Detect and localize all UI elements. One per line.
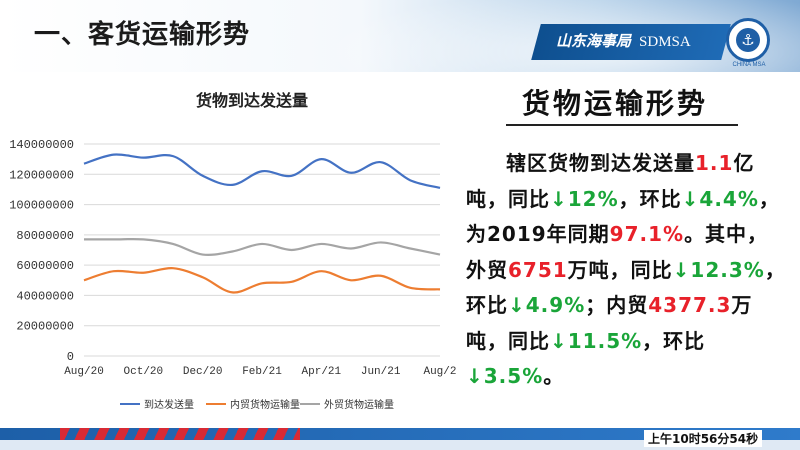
y-tick-label: 20000000	[16, 320, 74, 334]
series-line-1	[83, 267, 441, 294]
x-tick-label: Aug/2	[423, 366, 456, 378]
summary-segment: ，环比	[618, 186, 682, 211]
chart-title: 货物到达发送量	[196, 91, 308, 110]
footer-stripes	[60, 428, 300, 440]
summary-segment: ，环比	[642, 328, 706, 353]
x-tick-label: Dec/20	[183, 366, 223, 378]
summary-segment: 万吨，同比	[567, 257, 673, 282]
summary-segment: 4377.3	[648, 293, 732, 317]
y-tick-label: 140000000	[9, 138, 74, 152]
y-tick-label: 40000000	[16, 289, 74, 303]
summary-segment: 。	[543, 364, 565, 388]
legend-label: 内贸货物运输量	[230, 398, 300, 411]
summary-segment: 万吨，同比	[466, 293, 753, 353]
brand-en-text: SDMSA	[639, 34, 691, 50]
x-tick-label: Feb/21	[242, 366, 282, 378]
summary-segment: ，为2019年同期	[466, 186, 780, 247]
y-tick-label: 60000000	[16, 259, 74, 273]
brand-label: 山东海事局 SDMSA	[556, 30, 691, 51]
logo-text: CHINA MSA	[732, 62, 766, 68]
cargo-line-chart: 货物到达发送量 0 20000000 40000000 60000000 80000000…	[9, 91, 456, 411]
summary-segment: 。其中，外贸	[466, 222, 769, 282]
cargo-summary-text: 辖区货物到达发送量1.1亿吨，同比↓12%，环比↓4.4%，为2019年同期97…	[466, 146, 786, 395]
logo-emblem: ⚓	[736, 28, 760, 52]
y-tick-label: 120000000	[9, 168, 74, 182]
summary-segment: ；内贸	[585, 293, 649, 317]
summary-segment: ↓12%	[550, 186, 619, 211]
summary-segment: ↓12.3%	[672, 257, 765, 282]
series-line-2	[84, 237, 441, 256]
brand-cn-text: 山东海事局	[556, 34, 632, 50]
side-title-underline	[506, 124, 738, 126]
footer-strip	[0, 440, 800, 450]
summary-segment: ↓4.4%	[681, 186, 759, 211]
y-tick-label: 100000000	[9, 199, 74, 213]
x-tick-label: Apr/21	[302, 366, 342, 378]
summary-segment: ↓4.9%	[508, 293, 586, 317]
china-msa-logo: ⚓	[726, 18, 770, 62]
legend-label: 到达发送量	[144, 398, 194, 411]
summary-segment: 6751	[508, 257, 568, 282]
legend-label: 外贸货物运输量	[324, 398, 394, 411]
summary-segment: ，环比	[466, 257, 786, 318]
x-tick-label: Jun/21	[361, 366, 401, 378]
side-title: 货物运输形势	[522, 87, 709, 120]
summary-segment: 97.1%	[609, 222, 685, 246]
x-tick-label: Aug/20	[64, 366, 104, 378]
x-tick-label: Oct/20	[124, 366, 164, 378]
summary-segment: ↓11.5%	[550, 328, 643, 353]
y-tick-label: 80000000	[16, 229, 74, 243]
summary-segment: ↓3.5%	[466, 364, 544, 388]
summary-segment: 亿吨，同比	[466, 151, 755, 211]
y-tick-label: 0	[67, 350, 74, 364]
anchor-icon: ⚓	[741, 31, 755, 49]
page-title: 一、客货运输形势	[34, 20, 251, 50]
summary-segment: 1.1	[695, 151, 734, 175]
summary-segment: 辖区货物到达发送量	[506, 151, 695, 175]
timestamp: 上午10时56分54秒	[644, 430, 763, 447]
